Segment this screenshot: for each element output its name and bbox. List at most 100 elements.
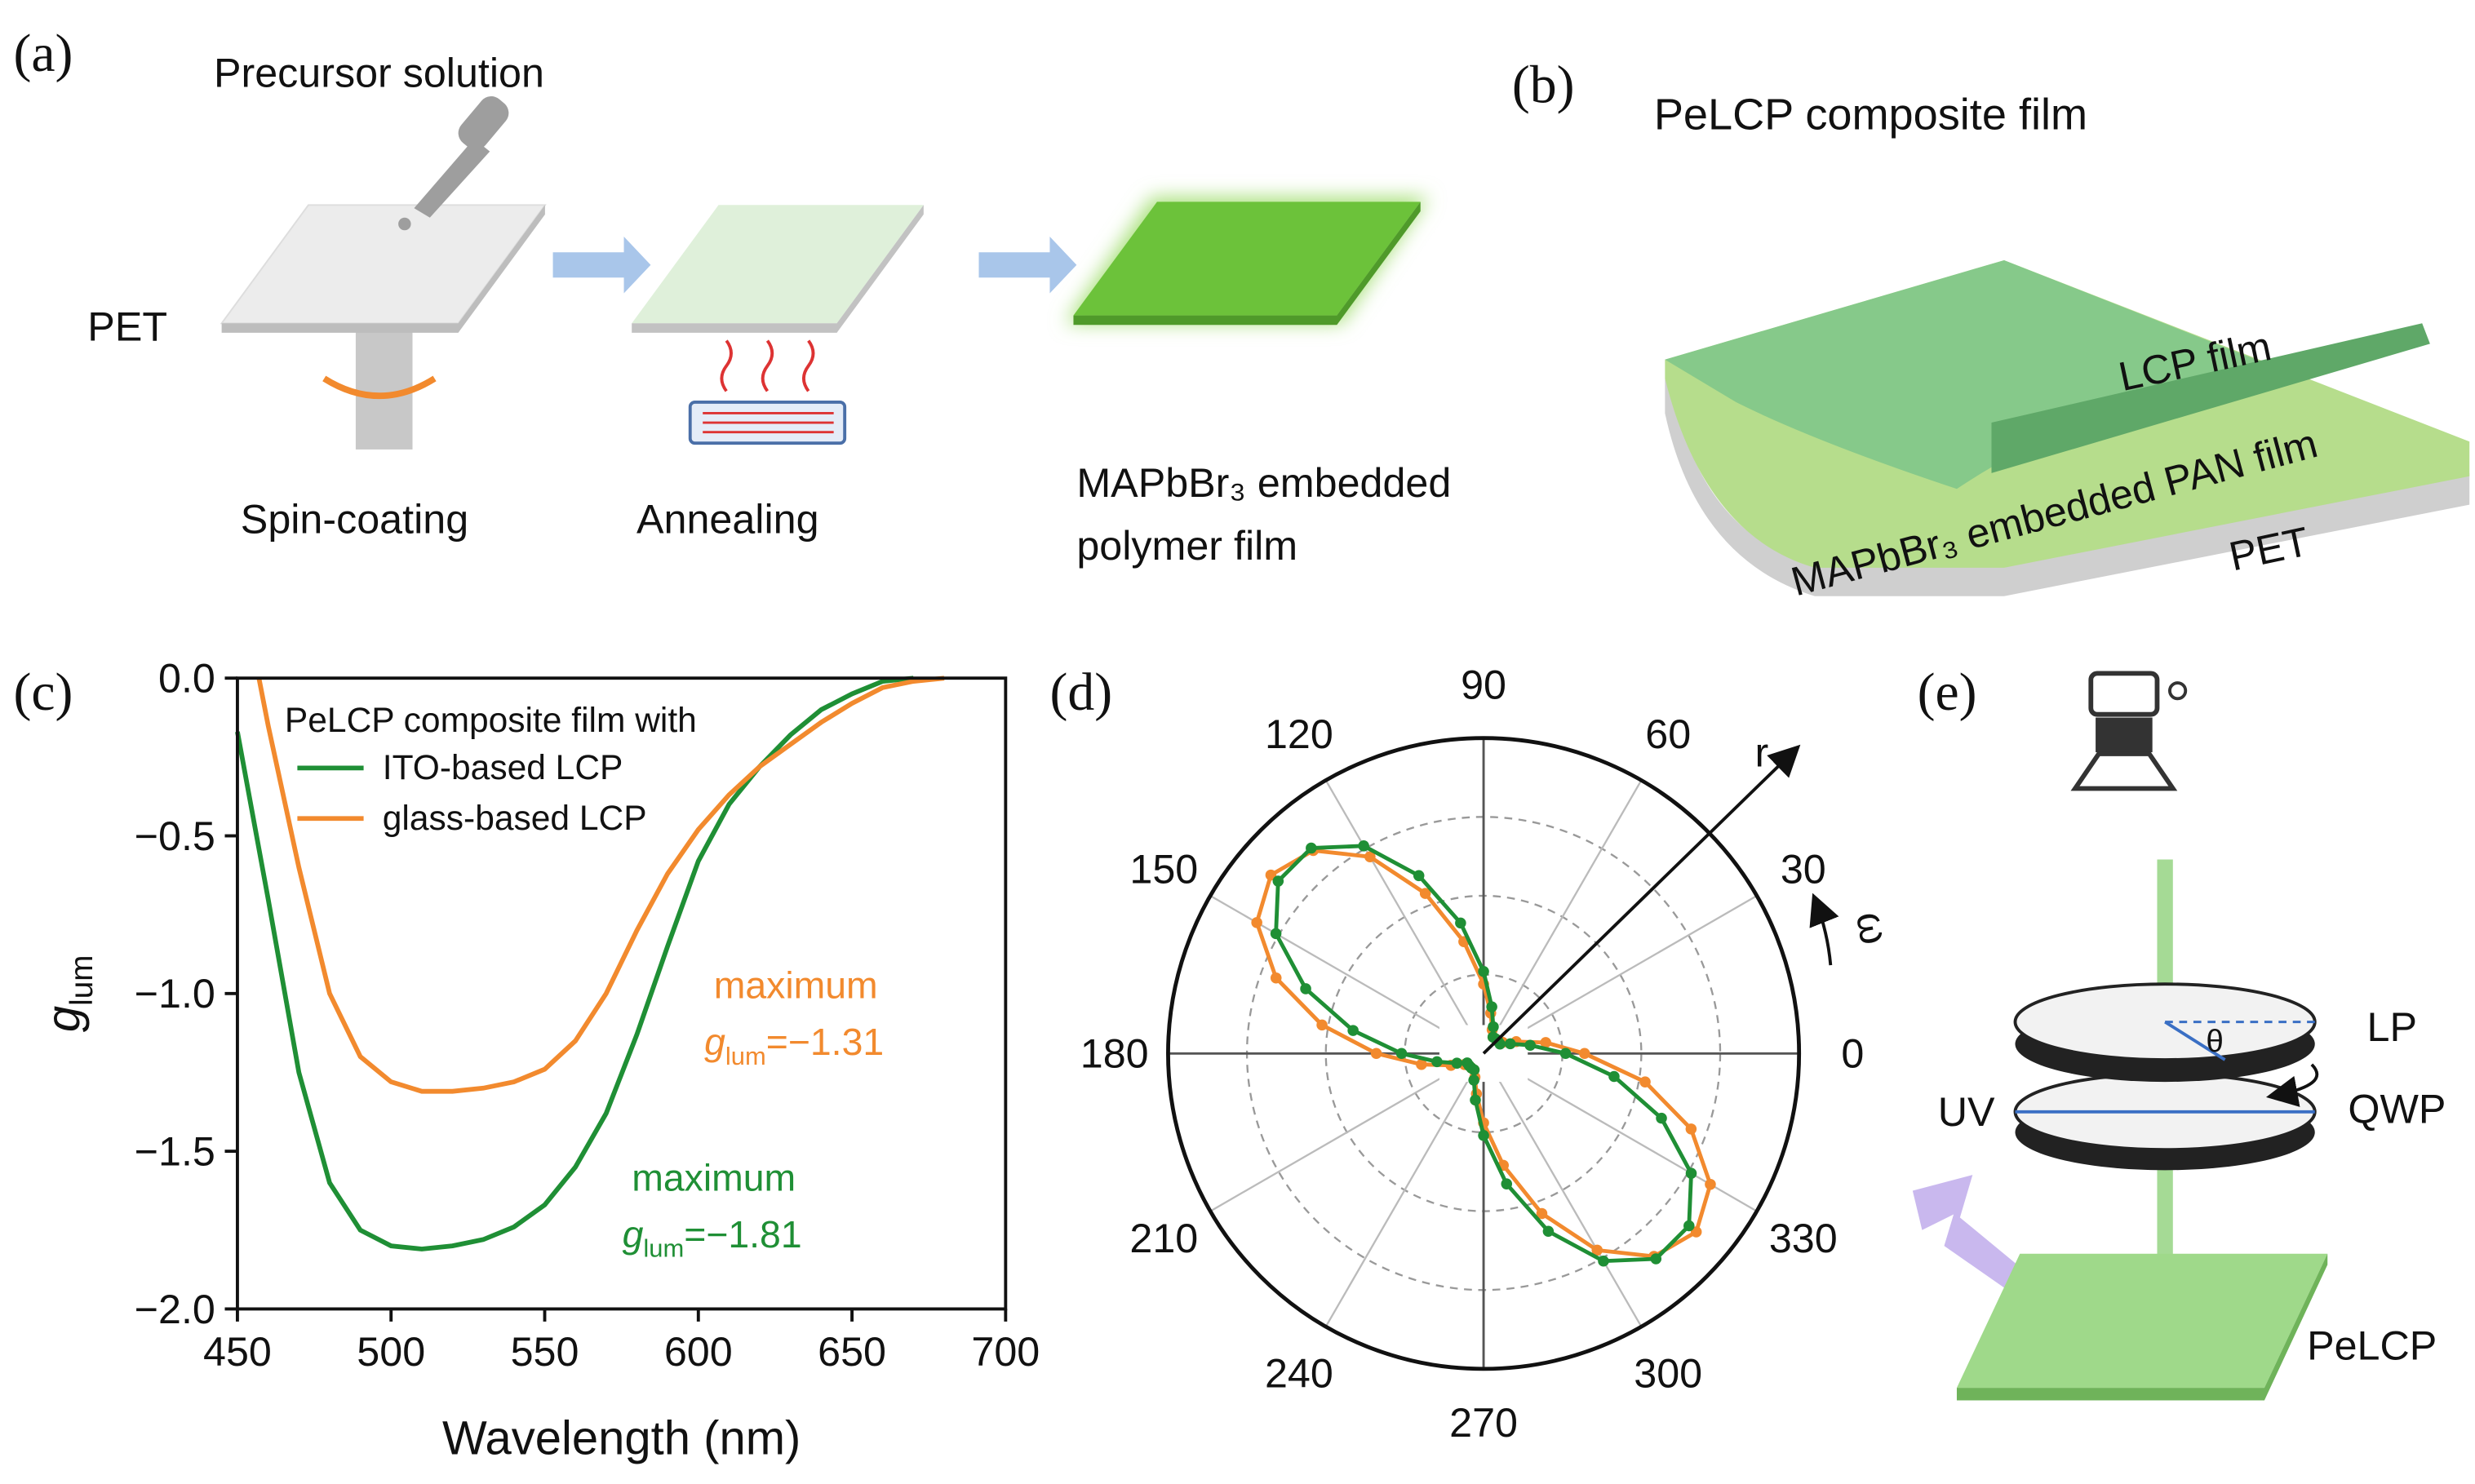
data-point (1419, 888, 1431, 899)
label: polymer film (1076, 523, 1297, 569)
theta-grid-line (1483, 894, 1758, 1055)
data-point (1306, 842, 1317, 854)
value-label: =−1.81 (684, 1213, 801, 1256)
uv-bolt (1912, 1175, 2024, 1294)
label: UV (1938, 1089, 1995, 1135)
theta-grid-line (1209, 1052, 1484, 1212)
theta-grid-line (1324, 779, 1485, 1054)
data-point (1370, 1048, 1382, 1060)
theta-tick-label: 210 (1129, 1216, 1198, 1261)
drop (398, 217, 411, 231)
panel-label: (e) (1918, 662, 1977, 722)
theta-tick-label: 120 (1265, 711, 1333, 757)
data-point (1504, 1038, 1516, 1050)
annotation: maximum (714, 964, 878, 1007)
dropper (414, 139, 490, 218)
panel-a-drawing (220, 96, 1429, 450)
pet-layer (1665, 378, 2470, 596)
theta-tick-label: 270 (1449, 1400, 1518, 1446)
data-point (1478, 1130, 1489, 1141)
x-axis-label: Wavelength (nm) (442, 1412, 801, 1464)
pelcp-sample (1956, 1253, 2328, 1389)
y-tick-label: −1.5 (135, 1129, 215, 1175)
annotation: glum=−1.31 (704, 1021, 884, 1070)
heat-waves (720, 339, 815, 392)
y-tick-label: 0.0 (158, 656, 215, 702)
data-point (1683, 1220, 1695, 1232)
symbol: g (623, 1213, 644, 1256)
theta-tick-label: 180 (1080, 1031, 1149, 1077)
panel-label: (a) (13, 24, 73, 83)
data-point (1705, 1178, 1716, 1190)
spin-arrow (322, 375, 437, 399)
theta-tick-label: 30 (1781, 847, 1826, 893)
theta-tick-label: 90 (1461, 662, 1506, 707)
x-tick-label: 600 (664, 1329, 733, 1375)
label: PET (87, 304, 167, 350)
panel-label: (b) (1512, 55, 1575, 115)
label: θ (2206, 1024, 2224, 1059)
legend-label: glass-based LCP (383, 800, 647, 838)
y-tick-label: −2.0 (135, 1287, 215, 1332)
lcp-layer (1665, 259, 2288, 489)
data-point (1272, 875, 1284, 887)
lcp-film-peeled (1991, 323, 2430, 473)
label: LP (2367, 1004, 2417, 1050)
data-point (1468, 1064, 1480, 1076)
dropper-bulb (458, 96, 509, 150)
theta-grid-line (1324, 1052, 1485, 1327)
annotation: glum=−1.81 (623, 1213, 802, 1263)
data-point (1470, 1094, 1481, 1106)
theta-tick-label: 330 (1769, 1216, 1838, 1261)
polar-frame (1166, 736, 1802, 1371)
subscript: lum (643, 1234, 684, 1263)
camera-body (2088, 671, 2160, 717)
r-axis-label: r (1755, 729, 1769, 775)
symbol: g (704, 1021, 725, 1063)
perovskite-film (1073, 202, 1421, 316)
label: MAPbBr₃ embedded (1076, 460, 1451, 506)
pet-substrate (220, 204, 547, 325)
data-point (1251, 917, 1262, 928)
symbol: g (38, 1006, 91, 1032)
label: Spin-coating (241, 496, 468, 542)
data-point (1431, 1056, 1443, 1068)
x-tick-label: 500 (357, 1329, 425, 1375)
panel-label: (d) (1049, 662, 1112, 722)
data-point (1524, 1039, 1536, 1051)
heater-wires (703, 412, 834, 434)
theta-tick-label: 150 (1129, 847, 1198, 893)
data-point (1358, 840, 1369, 852)
arrow (552, 236, 651, 294)
theta-tick-label: 60 (1645, 711, 1691, 757)
camera-knob (2167, 681, 2188, 701)
data-point (1416, 1058, 1427, 1070)
camera-hood (2070, 751, 2178, 791)
legend-title: PeLCP composite film with (285, 702, 697, 740)
theta-tick-label: 240 (1265, 1350, 1333, 1396)
lp-axis (2164, 1020, 2226, 1061)
data-point (1685, 1167, 1697, 1179)
data-point (1540, 1037, 1551, 1048)
panel-b-drawing (1665, 259, 2470, 596)
data-point (1685, 1123, 1697, 1135)
value-label: =−1.31 (766, 1021, 884, 1063)
data-point (1364, 851, 1376, 862)
x-tick-label: 700 (971, 1329, 1040, 1375)
theta-grid-line (1483, 1052, 1643, 1327)
legend-label: ITO-based LCP (383, 749, 623, 787)
theta-grid-line (1483, 779, 1643, 1054)
arrow (978, 236, 1077, 294)
theta-tick-label: 0 (1841, 1031, 1864, 1077)
panel-label: (c) (13, 662, 73, 722)
data-point (1559, 1048, 1572, 1060)
theta-axis-label: ω (1847, 908, 1898, 947)
data-point (1501, 1178, 1513, 1189)
data-point (1598, 1255, 1609, 1267)
theta-direction-arrow (1809, 893, 1839, 966)
label: QWP (2348, 1086, 2446, 1132)
annealed-film (632, 205, 924, 324)
data-point (1395, 1048, 1408, 1060)
